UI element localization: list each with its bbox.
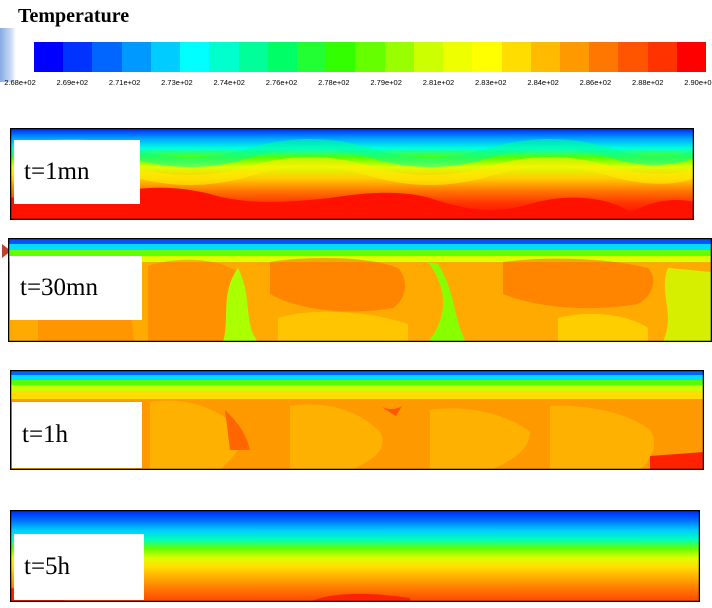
colorbar-swatch xyxy=(238,42,268,72)
colorbar-tick-label: 2.71e+02 xyxy=(108,78,141,87)
colorbar-tick-labels: 2.68e+02 2.69e+02 2.71e+02 2.73e+02 2.74e+02… xyxy=(4,78,712,90)
colorbar-swatch xyxy=(121,42,151,72)
colorbar-swatch xyxy=(150,42,181,72)
colorbar-swatch xyxy=(472,42,502,72)
colorbar-tick-label: 2.78e+02 xyxy=(318,78,350,87)
colorbar-swatch xyxy=(589,42,619,72)
colorbar-tick-label: 2.79e+02 xyxy=(370,78,402,87)
colorbar-tick-label: 2.73e+02 xyxy=(161,78,193,87)
colorbar-tick-label: 2.81e+02 xyxy=(422,78,455,87)
colorbar-swatch xyxy=(443,42,473,72)
colorbar-tick-label: 2.84e+02 xyxy=(527,78,559,87)
panel-t5h: t=5h xyxy=(10,510,700,602)
colorbar-swatch xyxy=(180,42,210,72)
colorbar-swatch xyxy=(647,42,677,72)
colorbar-tick-label: 2.88e+02 xyxy=(631,78,664,87)
time-label-t5h: t=5h xyxy=(14,534,144,600)
colorbar-title: Temperature xyxy=(18,5,130,27)
arrow-marker-icon xyxy=(2,244,11,258)
colorbar-swatch xyxy=(209,42,239,72)
panel-t1h: t=1h xyxy=(10,370,704,470)
colorbar-tick-label: 2.83e+02 xyxy=(475,78,507,87)
time-label-t30mn: t=30mn xyxy=(10,256,142,320)
colorbar-swatch xyxy=(384,42,414,72)
colorbar-swatch xyxy=(355,42,385,72)
colorbar-tick-label: 2.76e+02 xyxy=(265,78,298,87)
colorbar-swatch xyxy=(92,42,122,72)
colorbar-swatch xyxy=(267,42,297,72)
colorbar-tick-label: 2.90e+02 xyxy=(684,78,712,87)
time-label-t1h: t=1h xyxy=(12,402,142,468)
panel-t30mn: t=30mn xyxy=(8,238,712,342)
colorbar-tick-label: 2.69e+02 xyxy=(56,78,89,87)
panel-t1mn: t=1mn xyxy=(10,128,694,220)
time-label-t1mn: t=1mn xyxy=(14,140,140,204)
colorbar-swatch xyxy=(413,42,444,72)
colorbar-swatch xyxy=(326,42,356,72)
temperature-colorbar xyxy=(34,42,707,72)
colorbar-swatch xyxy=(676,42,707,72)
colorbar-swatch xyxy=(530,42,560,72)
colorbar-tick-label: 2.74e+02 xyxy=(213,78,245,87)
colorbar-swatch xyxy=(296,42,327,72)
colorbar-swatch xyxy=(618,42,648,72)
colorbar-tick-label: 2.68e+02 xyxy=(4,78,36,87)
colorbar-swatch xyxy=(63,42,93,72)
colorbar-swatch xyxy=(559,42,590,72)
colorbar-swatch xyxy=(501,42,531,72)
slide-decoration xyxy=(0,28,16,82)
colorbar-tick-label: 2.86e+02 xyxy=(579,78,612,87)
colorbar-swatch xyxy=(34,42,64,72)
